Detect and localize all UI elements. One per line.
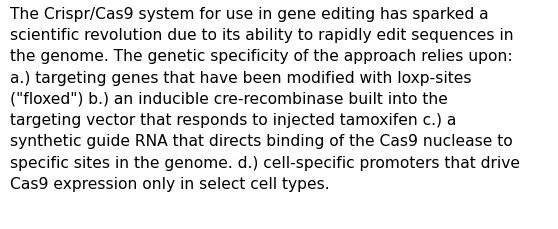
Text: The Crispr/Cas9 system for use in gene editing has sparked a
scientific revoluti: The Crispr/Cas9 system for use in gene e… (10, 7, 520, 191)
